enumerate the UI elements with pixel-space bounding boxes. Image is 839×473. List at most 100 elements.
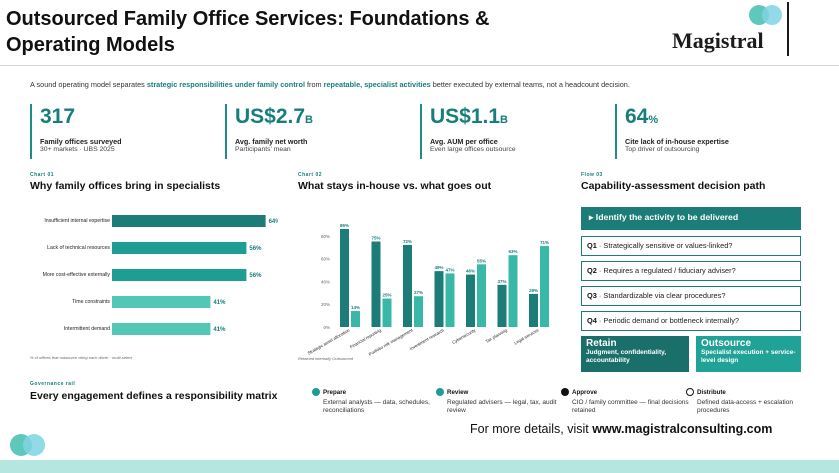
- chart1-bar: [112, 323, 211, 335]
- chart2-bar: [477, 264, 486, 327]
- flow-question-1: Q1 · Strategically sensitive or values-l…: [581, 236, 801, 256]
- logo-divider: [787, 2, 789, 56]
- header-rule: [0, 65, 839, 66]
- kpi-value: 64%: [625, 105, 659, 128]
- governance-title: Every engagement defines a responsibilit…: [30, 390, 278, 402]
- chart2-value-label: 72%: [403, 239, 412, 244]
- flow-heading: Flow 03 Capability-assessment decision p…: [581, 172, 765, 192]
- chart2-value-label: 46%: [466, 269, 475, 274]
- website-link[interactable]: www.magistralconsulting.com: [592, 422, 773, 436]
- chart2-value-label: 27%: [414, 290, 423, 295]
- kpi-label: Cite lack of in-house expertise: [625, 137, 729, 146]
- chart2-bar: [340, 228, 349, 327]
- chart2-value-label: 37%: [497, 279, 506, 284]
- kpi-net-worth: US$2.7B Avg. family net worth Participan…: [225, 104, 415, 159]
- chart1-value-label: 64%: [269, 219, 278, 225]
- kpi-value: US$1.1B: [430, 105, 508, 128]
- footer-details: For more details, visit www.magistralcon…: [470, 422, 773, 436]
- step-approve: Approve CIO / family committee — final d…: [561, 388, 691, 415]
- chart2-bar: [466, 274, 475, 327]
- chart2-bar: [403, 244, 412, 327]
- chart1-category-label: Insufficient internal expertise: [44, 218, 110, 224]
- kpi-sub: Participants' mean: [235, 146, 291, 153]
- chart2-value-label: 71%: [540, 240, 549, 245]
- governance-kicker: Governance rail: [30, 381, 76, 387]
- kpi-sub: 30+ markets · UBS 2025: [40, 146, 115, 153]
- chart1-bar-chart: Insufficient internal expertise 64% Lack o…: [43, 215, 278, 335]
- chart1-category-label: Intermittent demand: [64, 326, 110, 332]
- chart2-category-label: Cybersecurity: [451, 327, 477, 345]
- outsource-box: Outsource Specialist execution + service…: [696, 336, 801, 372]
- chart2-bar-chart: 0% 20% 40% 60% 80% 86% 14% Strategic asset allo…: [307, 223, 549, 357]
- chart2-category-label: Strategic asset allocation: [307, 327, 351, 356]
- chart1-kicker: Chart 01: [30, 172, 55, 178]
- chart2-bar: [445, 273, 455, 327]
- footer-bar: [0, 460, 839, 473]
- chart2-y-tick: 0%: [323, 325, 330, 330]
- chart1-heading: Chart 01 Why family offices bring in spe…: [30, 172, 220, 192]
- chart2-y-tick: 40%: [321, 279, 330, 284]
- chart2-bar: [371, 241, 381, 327]
- check-icon: [436, 388, 444, 396]
- kpi-value: 317: [40, 105, 76, 128]
- chart1-category-label: Lack of technical resources: [47, 245, 110, 251]
- logo-circles-icon: [749, 5, 782, 25]
- page-title: Outsourced Family Office Services: Found…: [6, 8, 490, 56]
- retain-sub: Judgment, confidentiality, accountabilit…: [586, 349, 667, 364]
- chart2-y-tick: 20%: [321, 302, 330, 307]
- approve-icon: [561, 388, 569, 396]
- kpi-expertise: 64% Cite lack of in-house expertise Top …: [615, 104, 805, 159]
- chart2-value-label: 55%: [477, 258, 486, 263]
- chart2-value-label: 75%: [371, 236, 380, 241]
- chart2-y-tick: 60%: [321, 257, 330, 262]
- chart1-bar: [112, 215, 266, 227]
- chart2-bar: [351, 311, 360, 327]
- chart1-value-label: 41%: [213, 300, 226, 306]
- kpi-label: Avg. AUM per office: [430, 137, 498, 146]
- kpi-value: US$2.7B: [235, 105, 313, 128]
- distribute-icon: [686, 388, 694, 396]
- step-distribute: Distribute Defined data-access + escalat…: [686, 388, 816, 415]
- chart2-title: What stays in-house vs. what goes out: [298, 180, 492, 192]
- chart2-value-label: 47%: [445, 267, 454, 272]
- chart2-bar: [414, 296, 423, 327]
- chart2-bar: [434, 271, 444, 327]
- footer-logo-circles-icon: [10, 434, 45, 456]
- chart2-bar: [529, 293, 538, 327]
- chart1-value-label: 56%: [249, 273, 262, 279]
- brand-logo: Magistral: [672, 28, 764, 53]
- chart2-value-label: 25%: [382, 293, 391, 298]
- flow-start-box: ▸ Identify the activity to be delivered: [581, 207, 801, 230]
- outsource-title: Outsource: [701, 338, 752, 349]
- chart2-value-label: 49%: [434, 265, 443, 270]
- pencil-icon: [312, 388, 320, 396]
- chart1-category-label: More cost-effective externally: [43, 272, 111, 278]
- step-prepare: Prepare External analysts — data, schedu…: [312, 388, 442, 415]
- chart1-value-label: 56%: [249, 246, 262, 252]
- chart2-category-label: Tax planning: [485, 327, 509, 344]
- chart1-bar: [112, 296, 211, 308]
- kpi-label: Avg. family net worth: [235, 137, 308, 146]
- kpi-sub: Top driver of outsourcing: [625, 146, 700, 153]
- retain-box: Retain Judgment, confidentiality, accoun…: [581, 336, 689, 372]
- chart2-legend: Retained internally Outsourced: [298, 356, 353, 361]
- chart2-category-label: Legal services: [513, 328, 539, 346]
- flow-question-3: Q3 · Standardizable via clear procedures…: [581, 286, 801, 306]
- kpi-label: Family offices surveyed: [40, 137, 122, 146]
- chart1-category-label: Time constraints: [72, 299, 110, 305]
- chart2-bar: [382, 298, 392, 327]
- chart2-y-tick: 80%: [321, 234, 330, 239]
- chart1-value-label: 41%: [213, 327, 226, 333]
- kpi-offices-surveyed: 317 Family offices surveyed 30+ markets …: [30, 104, 220, 159]
- kpi-sub: Even large offices outsource: [430, 146, 516, 153]
- chart2-value-label: 63%: [508, 249, 517, 254]
- step-review: Review Regulated advisers — legal, tax, …: [436, 388, 566, 415]
- intro-text: A sound operating model separates strate…: [30, 80, 630, 89]
- chart2-heading: Chart 02 What stays in-house vs. what go…: [298, 172, 491, 192]
- chart1-bar: [112, 242, 247, 254]
- chart2-category-label: Investment research: [409, 327, 446, 351]
- chart2-value-label: 29%: [529, 288, 538, 293]
- flow-title: Capability-assessment decision path: [581, 180, 766, 192]
- chart2-value-label: 14%: [351, 305, 360, 310]
- chart2-kicker: Chart 02: [298, 172, 323, 178]
